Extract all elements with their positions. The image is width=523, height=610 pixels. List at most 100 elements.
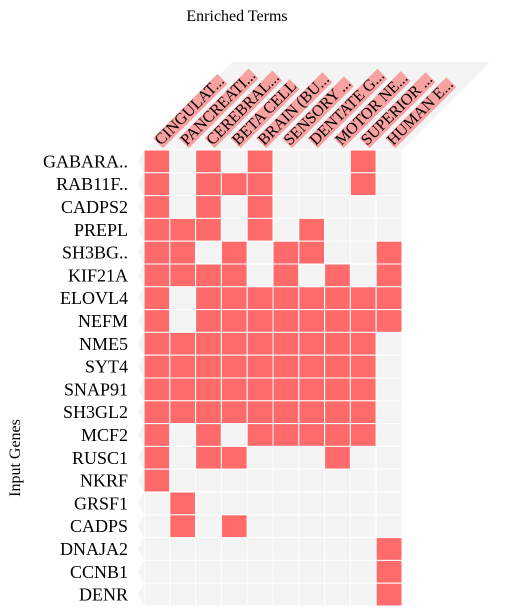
- heatmap-cell-present: [375, 309, 403, 333]
- heatmap-cell-present: [246, 149, 274, 174]
- heatmap-cell-absent: [169, 195, 197, 219]
- chart-title: Enriched Terms: [186, 8, 287, 25]
- heatmap-cell-absent: [195, 491, 222, 516]
- heatmap-cell-present: [195, 309, 222, 333]
- heatmap-cell-absent: [195, 514, 222, 539]
- heatmap-cell-absent: [298, 263, 326, 288]
- heatmap-cell-present: [246, 309, 274, 333]
- heatmap-cell-present: [143, 263, 171, 288]
- heatmap-cell-absent: [272, 514, 300, 539]
- row-label-tab: [138, 514, 144, 538]
- heatmap-cell-absent: [324, 582, 351, 607]
- heatmap-cell-present: [220, 377, 248, 402]
- heatmap-cell-present: [298, 217, 326, 242]
- heatmap-cell-absent: [375, 377, 403, 402]
- heatmap-cell-absent: [324, 537, 351, 561]
- heatmap-cell-absent: [375, 468, 403, 493]
- row-label-tab: [138, 537, 144, 561]
- heatmap-cell-present: [143, 354, 171, 379]
- row-label: NKRF: [80, 471, 128, 491]
- heatmap-cell-absent: [375, 195, 403, 219]
- heatmap-cell-absent: [169, 445, 197, 470]
- heatmap-cell-absent: [375, 445, 403, 470]
- heatmap-cell-absent: [349, 537, 377, 561]
- heatmap-cell-absent: [349, 445, 377, 470]
- heatmap-cell-present: [169, 263, 197, 288]
- heatmap-cell-present: [143, 423, 171, 447]
- heatmap-cell-absent: [246, 263, 274, 288]
- heatmap-cell-present: [324, 309, 351, 333]
- heatmap-cell-present: [349, 309, 377, 333]
- heatmap-cell-absent: [169, 309, 197, 333]
- heatmap-cell-absent: [272, 582, 300, 607]
- row-labels: GABARA.. RAB11F.. CADPS2 PREPL SH3BG..KIF21A…: [43, 151, 128, 604]
- heatmap-cell-absent: [169, 423, 197, 447]
- heatmap-cell-absent: [143, 559, 171, 584]
- row-label: CADPS2: [61, 197, 128, 217]
- heatmap-cell-present: [195, 423, 222, 447]
- heatmap-cell-present: [324, 263, 351, 288]
- heatmap-cell-present: [375, 263, 403, 288]
- heatmap-cell-absent: [298, 491, 326, 516]
- heatmap-cell-present: [272, 400, 300, 425]
- heatmap-cell-absent: [298, 468, 326, 493]
- heatmap-cell-present: [143, 400, 171, 425]
- heatmap-cell-absent: [220, 537, 248, 561]
- row-label: SYT4: [85, 357, 128, 377]
- heatmap-cell-present: [298, 240, 326, 265]
- row-label-tab: [138, 172, 144, 196]
- row-label-tab: [138, 400, 144, 424]
- heatmap-cell-present: [195, 331, 222, 356]
- heatmap-cell-present: [375, 559, 403, 584]
- heatmap-cell-absent: [220, 491, 248, 516]
- heatmap-cell-absent: [169, 559, 197, 584]
- heatmap-cell-absent: [324, 240, 351, 265]
- heatmap-cell-absent: [246, 240, 274, 265]
- heatmap-cell-absent: [349, 491, 377, 516]
- column-label-highlight: [359, 72, 436, 149]
- heatmap-cell-present: [143, 309, 171, 333]
- heatmap-cell-absent: [220, 468, 248, 493]
- heatmap-cell-absent: [375, 149, 403, 174]
- row-label: PREPL: [74, 220, 128, 240]
- heatmap-cell-absent: [349, 263, 377, 288]
- heatmap-cell-present: [246, 217, 274, 242]
- column-label-highlight: [230, 79, 300, 149]
- heatmap-cell-present: [298, 400, 326, 425]
- heatmap-cell-present: [169, 217, 197, 242]
- heatmap-cell-absent: [220, 559, 248, 584]
- row-label-tab: [138, 355, 144, 378]
- heatmap-cell-absent: [298, 582, 326, 607]
- heatmap-cell-absent: [169, 172, 197, 197]
- row-label-tab: [138, 583, 144, 606]
- heatmap-grid: [138, 149, 403, 607]
- heatmap-cell-absent: [375, 354, 403, 379]
- heatmap-cell-absent: [220, 423, 248, 447]
- heatmap-cell-absent: [272, 559, 300, 584]
- heatmap-cell-present: [143, 217, 171, 242]
- heatmap-cell-absent: [298, 172, 326, 197]
- heatmap-cell-present: [143, 445, 171, 470]
- row-label: MCF2: [81, 425, 128, 445]
- heatmap-cell-absent: [349, 582, 377, 607]
- heatmap-cell-absent: [298, 149, 326, 174]
- column-label-highlight: [178, 68, 259, 149]
- heatmap-cell-present: [143, 331, 171, 356]
- heatmap-cell-present: [246, 354, 274, 379]
- heatmap-cell-present: [143, 468, 171, 493]
- heatmap-cell-absent: [246, 468, 274, 493]
- row-label-tab: [138, 195, 144, 219]
- heatmap-cell-present: [324, 331, 351, 356]
- heatmap-cell-absent: [272, 491, 300, 516]
- row-label: SH3GL2: [63, 402, 128, 422]
- row-label: KIF21A: [68, 265, 128, 285]
- heatmap-cell-absent: [324, 559, 351, 584]
- row-label: GABARA..: [43, 151, 128, 171]
- heatmap-cell-absent: [375, 491, 403, 516]
- row-label: CADPS: [70, 516, 128, 536]
- heatmap-cell-present: [220, 172, 248, 197]
- heatmap-cell-present: [220, 331, 248, 356]
- heatmap-cell-absent: [324, 468, 351, 493]
- heatmap-cell-absent: [169, 149, 197, 174]
